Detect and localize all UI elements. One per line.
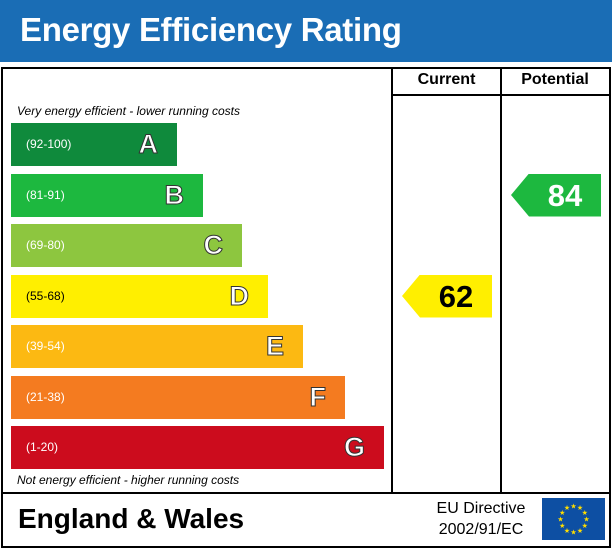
rating-band-a: (92-100) A [11,123,177,166]
band-letter: G [343,432,365,463]
band-letter: C [203,230,223,261]
bottom-note: Not energy efficient - higher running co… [17,473,240,487]
band-letter: D [229,280,249,311]
band-range-label: (69-80) [26,238,65,252]
eu-star-icon: ★ [564,527,570,535]
eu-star-icon: ★ [564,504,570,512]
header-bar: Energy Efficiency Rating [0,0,612,62]
directive-line-2: 2002/91/EC [438,521,524,538]
column-header-divider [391,94,609,96]
current-column-divider [391,67,393,494]
band-range-label: (1-20) [26,440,59,454]
current-rating-value: 62 [438,278,474,314]
eu-star-icon: ★ [577,504,583,512]
eu-star-icon: ★ [582,522,588,530]
eu-flag-icon: ★★★★★★★★★ ★ ★★ [542,498,605,540]
band-letter: F [309,381,326,412]
current-column-header: Current [417,71,476,88]
rating-band-g: (1-20) G [11,426,384,469]
current-rating-arrow: 62 [402,274,492,318]
eu-star-icon: ★ [570,503,576,511]
band-range-label: (81-91) [26,187,65,202]
top-note: Very energy efficient - lower running co… [17,104,240,118]
rating-band-f: (21-38) F [11,375,345,419]
band-letter: B [164,179,184,210]
directive-line-1: EU Directive [436,500,526,517]
eu-star-icon: ★ [570,529,576,537]
band-range-label: (39-54) [26,339,65,353]
band-range-label: (92-100) [26,137,72,151]
band-range-label: (21-38) [26,389,65,404]
eu-star-icon: ★ [559,522,565,530]
band-range-label: (55-68) [26,288,65,303]
eu-star-icon: ★ [559,509,565,517]
rating-band-b: (81-91) B [11,173,203,217]
band-letter: A [138,129,158,160]
eu-star-icon: ★ [583,516,589,524]
region-label: England & Wales [18,503,245,534]
rating-band-e: (39-54) E [11,325,303,368]
footer-divider [1,492,611,494]
rating-band-c: (69-80) C [11,224,242,267]
rating-band-d: (55-68) D [11,274,268,318]
potential-column-header: Potential [521,71,589,88]
page-title: Energy Efficiency Rating [20,11,402,48]
band-letter: E [265,331,284,362]
eu-star-icon: ★ [577,527,583,535]
eu-star-icon: ★ [582,509,588,517]
potential-column-divider [500,67,502,494]
potential-rating-value: 84 [547,177,583,213]
eu-star-icon: ★ [557,516,563,524]
potential-rating-arrow: 84 [511,173,601,217]
